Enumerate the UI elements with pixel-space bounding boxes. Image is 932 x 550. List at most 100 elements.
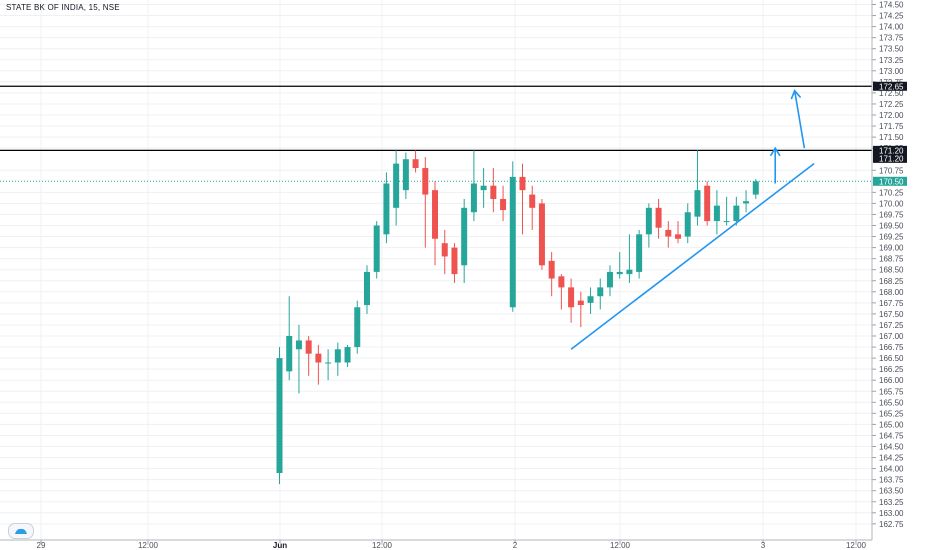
candle-body xyxy=(626,269,633,275)
candle-body xyxy=(305,340,312,354)
y-tick-label: 164.75 xyxy=(879,431,904,440)
candle-body xyxy=(509,176,516,308)
candle-body xyxy=(568,287,575,308)
y-tick-label: 163.00 xyxy=(879,509,904,518)
candle[interactable] xyxy=(354,300,361,354)
price-label-text: 172.65 xyxy=(879,82,904,91)
candle[interactable] xyxy=(305,336,312,376)
candle[interactable] xyxy=(606,265,613,297)
candle[interactable] xyxy=(470,150,477,222)
candle[interactable] xyxy=(723,196,730,226)
candle[interactable] xyxy=(548,252,555,297)
y-tick-label: 168.25 xyxy=(879,277,904,286)
candle[interactable] xyxy=(393,150,400,226)
candle[interactable] xyxy=(626,234,633,283)
candle[interactable] xyxy=(733,196,740,226)
candle-body xyxy=(334,349,341,363)
arrow-large[interactable] xyxy=(790,89,806,149)
y-tick-label: 172.25 xyxy=(879,100,904,109)
candle[interactable] xyxy=(325,349,332,381)
y-tick-label: 163.25 xyxy=(879,498,904,507)
candle[interactable] xyxy=(694,150,701,226)
candle[interactable] xyxy=(616,252,623,279)
candle-body xyxy=(500,198,507,211)
time-axis[interactable]: 29 12:00 Jun 12:00 2 12:00 3 12:00 xyxy=(0,539,872,550)
arrow-small[interactable] xyxy=(769,146,781,184)
y-tick-label: 171.75 xyxy=(879,122,904,131)
candle[interactable] xyxy=(665,221,672,248)
y-tick-label: 172.00 xyxy=(879,111,904,120)
candle[interactable] xyxy=(529,185,536,230)
candle[interactable] xyxy=(568,278,575,323)
candle[interactable] xyxy=(412,150,419,173)
candle[interactable] xyxy=(441,229,448,275)
candle[interactable] xyxy=(704,181,711,226)
y-tick-label: 167.25 xyxy=(879,321,904,330)
candle[interactable] xyxy=(373,221,380,279)
candle[interactable] xyxy=(752,179,759,199)
candle-body xyxy=(558,276,565,288)
candle[interactable] xyxy=(480,168,487,208)
candle-body xyxy=(713,205,720,222)
y-tick-label: 162.75 xyxy=(879,520,904,529)
candle[interactable] xyxy=(315,344,322,385)
y-tick-label: 164.25 xyxy=(879,454,904,463)
y-tick-label: 166.50 xyxy=(879,354,904,363)
candle[interactable] xyxy=(684,203,691,244)
y-tick-label: 174.25 xyxy=(879,12,904,21)
y-tick-label: 173.50 xyxy=(879,45,904,54)
candle[interactable] xyxy=(334,342,341,376)
candle-body xyxy=(393,163,400,208)
candle[interactable] xyxy=(432,181,439,266)
candle-body xyxy=(529,194,536,208)
candle[interactable] xyxy=(577,291,584,328)
price-label: 171.20 xyxy=(873,153,907,163)
candle[interactable] xyxy=(538,198,545,270)
candle[interactable] xyxy=(461,198,468,283)
candle[interactable] xyxy=(655,198,662,239)
candle[interactable] xyxy=(636,229,643,279)
candle[interactable] xyxy=(490,168,497,213)
candle[interactable] xyxy=(344,344,351,367)
y-tick-label: 168.75 xyxy=(879,255,904,264)
candle[interactable] xyxy=(713,190,720,235)
candle[interactable] xyxy=(276,347,283,485)
candle[interactable] xyxy=(286,296,293,381)
candles xyxy=(276,150,759,485)
candle-body xyxy=(344,347,351,363)
candle[interactable] xyxy=(363,265,370,314)
candle[interactable] xyxy=(295,324,302,394)
candle-body xyxy=(402,159,409,191)
candle[interactable] xyxy=(422,156,429,248)
y-tick-label: 168.00 xyxy=(879,288,904,297)
candle-body xyxy=(441,243,448,257)
candle-body xyxy=(538,203,545,266)
candle[interactable] xyxy=(675,221,682,244)
candle[interactable] xyxy=(519,163,526,235)
y-tick-label: 170.00 xyxy=(879,199,904,208)
candle[interactable] xyxy=(451,243,458,283)
candle-body xyxy=(315,353,322,363)
y-tick-label: 172.50 xyxy=(879,89,904,98)
candle[interactable] xyxy=(383,172,390,244)
candle[interactable] xyxy=(645,203,652,248)
candle[interactable] xyxy=(500,185,507,222)
candle[interactable] xyxy=(558,274,565,310)
candle[interactable] xyxy=(509,161,516,312)
candle[interactable] xyxy=(743,190,750,213)
candle[interactable] xyxy=(597,278,604,310)
candle-body xyxy=(597,287,604,297)
candle[interactable] xyxy=(587,287,594,314)
tradingview-logo-icon[interactable] xyxy=(8,523,34,539)
price-axis[interactable]: 174.50 174.25 174.00 173.75 173.50 173.25 173.… xyxy=(871,0,904,540)
trendline[interactable] xyxy=(570,162,815,350)
candle-body xyxy=(373,225,380,272)
y-tick-label: 164.50 xyxy=(879,443,904,452)
candle[interactable] xyxy=(402,152,409,199)
y-tick-label: 168.50 xyxy=(879,266,904,275)
candle-body xyxy=(704,185,711,222)
y-tick-label: 169.50 xyxy=(879,222,904,231)
x-tick-label: Jun xyxy=(273,541,287,550)
